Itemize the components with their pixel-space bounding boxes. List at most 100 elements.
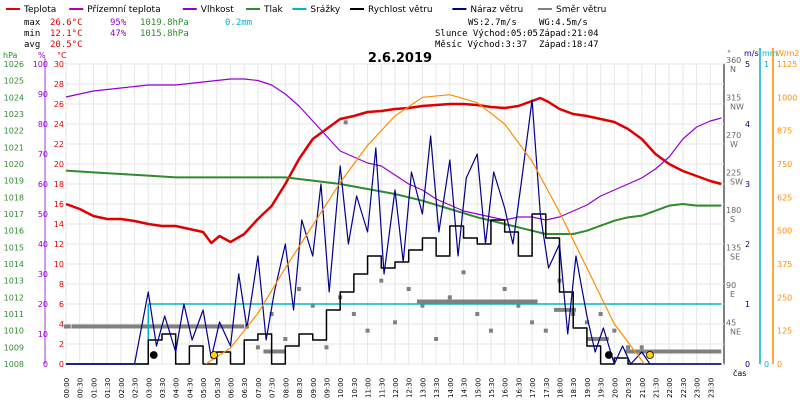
tick-label-degc: 8 bbox=[59, 280, 64, 289]
stats-min-press: 1015.8hPa bbox=[140, 29, 189, 39]
tick-label-x: 15:00 bbox=[474, 378, 482, 398]
tick-label-x: 05:30 bbox=[214, 378, 222, 398]
tick-label-x: 08:30 bbox=[296, 378, 304, 398]
tick-label-hpa: 1021 bbox=[4, 143, 24, 152]
tick-label-x: 13:00 bbox=[419, 378, 427, 398]
tick-label-hpa: 1018 bbox=[4, 193, 24, 202]
tick-label-x: 01:30 bbox=[104, 378, 112, 398]
tick-label-wm2: 875 bbox=[777, 127, 792, 136]
tick-label-x: 11:30 bbox=[378, 378, 386, 398]
tick-label-dir-name: N bbox=[730, 65, 736, 74]
wind-direction-point bbox=[297, 287, 302, 291]
tick-label-wm2: 250 bbox=[777, 293, 792, 302]
tick-label-x: 23:00 bbox=[694, 378, 702, 398]
sun-moon-marker bbox=[210, 351, 218, 359]
tick-label-pct: 40 bbox=[38, 240, 48, 249]
tick-label-x: 12:30 bbox=[406, 378, 414, 398]
tick-label-hpa: 1013 bbox=[4, 277, 24, 286]
legend-label: Náraz větru bbox=[470, 5, 523, 15]
legend-label: Srážky bbox=[310, 5, 341, 15]
tick-label-pct: 10 bbox=[38, 330, 48, 339]
tick-label-wm2: 125 bbox=[777, 327, 792, 336]
tick-label-degc: 20 bbox=[54, 160, 64, 169]
info-sun: Slunce Východ:05:05 bbox=[435, 29, 538, 39]
stats-max-hum: 95% bbox=[110, 18, 127, 28]
tick-label-x: 17:30 bbox=[543, 378, 551, 398]
tick-label-dir: 225 bbox=[726, 169, 741, 178]
tick-label-ms: 5 bbox=[745, 60, 750, 69]
tick-label-degc: 28 bbox=[54, 80, 64, 89]
wind-direction-point bbox=[324, 345, 329, 350]
info-moon-set: Západ:18:47 bbox=[539, 40, 599, 50]
tick-label-degc: 24 bbox=[54, 120, 64, 129]
tick-label-mm: 1 bbox=[764, 60, 769, 69]
tick-label-degc: 4 bbox=[59, 320, 64, 329]
info-sun-set: Západ:21:04 bbox=[539, 29, 599, 39]
unit-degc: °C bbox=[57, 51, 67, 60]
legend-label: Teplota bbox=[23, 5, 56, 15]
tick-label-x: 22:30 bbox=[680, 378, 688, 398]
legend-label: Tlak bbox=[263, 5, 284, 15]
tick-label-x: 03:00 bbox=[145, 378, 153, 398]
tick-label-pct: 90 bbox=[38, 90, 48, 99]
wind-direction-point bbox=[530, 320, 535, 325]
tick-label-ms: 1 bbox=[745, 300, 750, 309]
stats-block: max 26.6°C 95% 1019.8hPa 0.2mm min 12.1°… bbox=[24, 18, 252, 50]
tick-label-x: 04:00 bbox=[173, 378, 181, 398]
unit-cas: čas bbox=[733, 368, 746, 378]
tick-label-x: 14:00 bbox=[447, 378, 455, 398]
wind-direction-point bbox=[420, 303, 425, 308]
tick-label-x: 13:30 bbox=[433, 378, 441, 398]
tick-label-x: 18:00 bbox=[557, 378, 565, 398]
tick-label-pct: 80 bbox=[38, 120, 48, 129]
tick-label-ms: 4 bbox=[745, 120, 750, 129]
tick-label-pct: 100 bbox=[33, 60, 48, 69]
tick-label-hpa: 1025 bbox=[4, 77, 24, 86]
wind-direction-point bbox=[343, 120, 348, 125]
tick-label-x: 14:30 bbox=[461, 378, 469, 398]
tick-label-x: 01:00 bbox=[90, 378, 98, 398]
tick-label-x: 03:30 bbox=[159, 378, 167, 398]
tick-label-ms: 3 bbox=[745, 180, 750, 189]
stats-min-temp: 12.1°C bbox=[50, 29, 83, 39]
stats-avg-label: avg bbox=[24, 40, 40, 50]
tick-label-degc: 26 bbox=[54, 100, 64, 109]
wind-direction-point bbox=[365, 328, 370, 333]
unit-wm2: W/m2 bbox=[776, 49, 800, 58]
legend-label: Rychlost větru bbox=[368, 5, 433, 15]
wind-direction-point bbox=[283, 337, 288, 341]
stats-avg-temp: 20.5°C bbox=[50, 40, 83, 50]
tick-label-degc: 18 bbox=[54, 180, 64, 189]
tick-label-hpa: 1015 bbox=[4, 243, 24, 252]
wind-direction-point bbox=[612, 328, 617, 333]
tick-label-degc: 16 bbox=[54, 200, 64, 209]
tick-label-pct: 0 bbox=[43, 360, 48, 369]
series-line-tlak bbox=[65, 169, 722, 235]
wind-direction-point bbox=[475, 312, 480, 316]
wind-direction-point bbox=[379, 278, 384, 283]
wind-direction-point bbox=[502, 287, 507, 291]
tick-label-wm2: 1000 bbox=[777, 93, 797, 102]
tick-label-x: 06:30 bbox=[241, 378, 249, 398]
tick-label-hpa: 1019 bbox=[4, 177, 24, 186]
wind-direction-point bbox=[406, 287, 411, 291]
tick-label-x: 07:30 bbox=[269, 378, 277, 398]
legend-label: Přízemní teplota bbox=[87, 5, 160, 15]
series-line-n-raz-v-tru bbox=[66, 99, 722, 365]
tick-label-x: 21:00 bbox=[639, 378, 647, 398]
tick-label-x: 19:00 bbox=[584, 378, 592, 398]
tick-label-x: 23:30 bbox=[707, 378, 715, 398]
tick-label-dir-name: S bbox=[730, 215, 735, 224]
wind-direction-point bbox=[516, 303, 521, 308]
tick-label-degc: 14 bbox=[54, 220, 64, 229]
stats-min-hum: 47% bbox=[110, 29, 127, 39]
chart-title: 2.6.2019 bbox=[368, 51, 432, 66]
tick-label-dir: 360 bbox=[726, 56, 741, 65]
tick-label-x: 06:00 bbox=[228, 378, 236, 398]
sun-moon-marker bbox=[149, 351, 158, 359]
wind-direction-point bbox=[488, 328, 493, 333]
info-wg: WG:4.5m/s bbox=[539, 18, 588, 28]
tick-label-x: 04:30 bbox=[186, 378, 194, 398]
tick-label-degc: 12 bbox=[54, 240, 64, 249]
tick-label-hpa: 1014 bbox=[4, 260, 24, 269]
